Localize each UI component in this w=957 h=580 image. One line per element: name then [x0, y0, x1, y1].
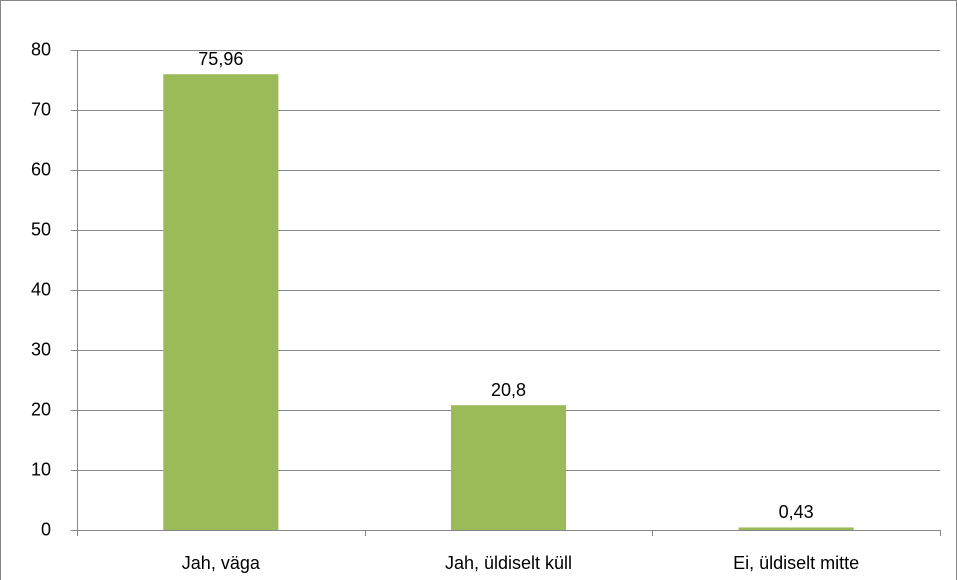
data-label: 0,43	[779, 502, 814, 522]
data-label: 75,96	[198, 49, 243, 69]
y-tick-label: 70	[31, 99, 51, 119]
y-tick-label: 30	[31, 339, 51, 359]
y-tick-label: 10	[31, 459, 51, 479]
x-tick-label: Ei, üldiselt mitte	[733, 553, 859, 573]
y-tick-label: 50	[31, 219, 51, 239]
bar	[738, 527, 854, 530]
bar	[450, 405, 567, 530]
x-tick-label: Jah, üldiselt küll	[445, 553, 572, 573]
data-label: 20,8	[491, 380, 526, 400]
y-tick-label: 60	[31, 159, 51, 179]
x-tick-label: Jah, väga	[182, 553, 261, 573]
bar	[163, 74, 279, 531]
y-tick-label: 20	[31, 399, 51, 419]
y-tick-label: 80	[31, 39, 51, 59]
y-tick-label: 0	[41, 519, 51, 539]
y-tick-label: 40	[31, 279, 51, 299]
